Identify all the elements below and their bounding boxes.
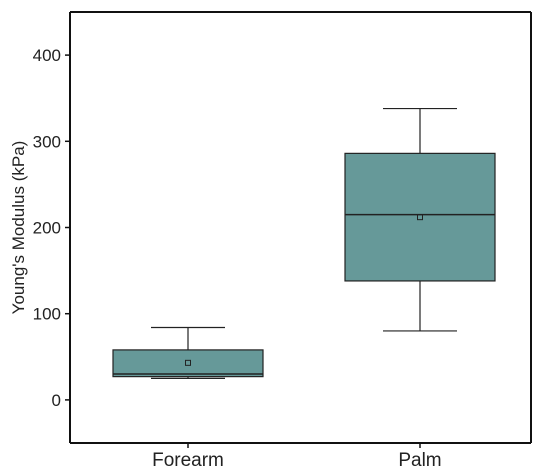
y-axis-ticks: 0 100 200 300 400 [33,46,70,410]
boxes [112,107,496,379]
iqr-box [344,152,496,282]
x-tick-label-palm: Palm [398,450,441,468]
y-tick-label: 400 [33,46,61,65]
mean-marker [417,214,423,221]
mean-marker [185,359,191,366]
y-tick-label: 200 [33,219,61,238]
box-palm [344,107,496,332]
iqr-box [112,349,264,378]
y-tick-label: 100 [33,305,61,324]
box-forearm [112,326,264,379]
x-axis-labels: Forearm Palm [152,443,442,468]
y-tick-label: 300 [33,132,61,151]
y-axis-title: Young's Modulus (kPa) [9,141,28,315]
x-tick-label-forearm: Forearm [152,450,224,468]
y-tick-label: 0 [52,391,61,410]
